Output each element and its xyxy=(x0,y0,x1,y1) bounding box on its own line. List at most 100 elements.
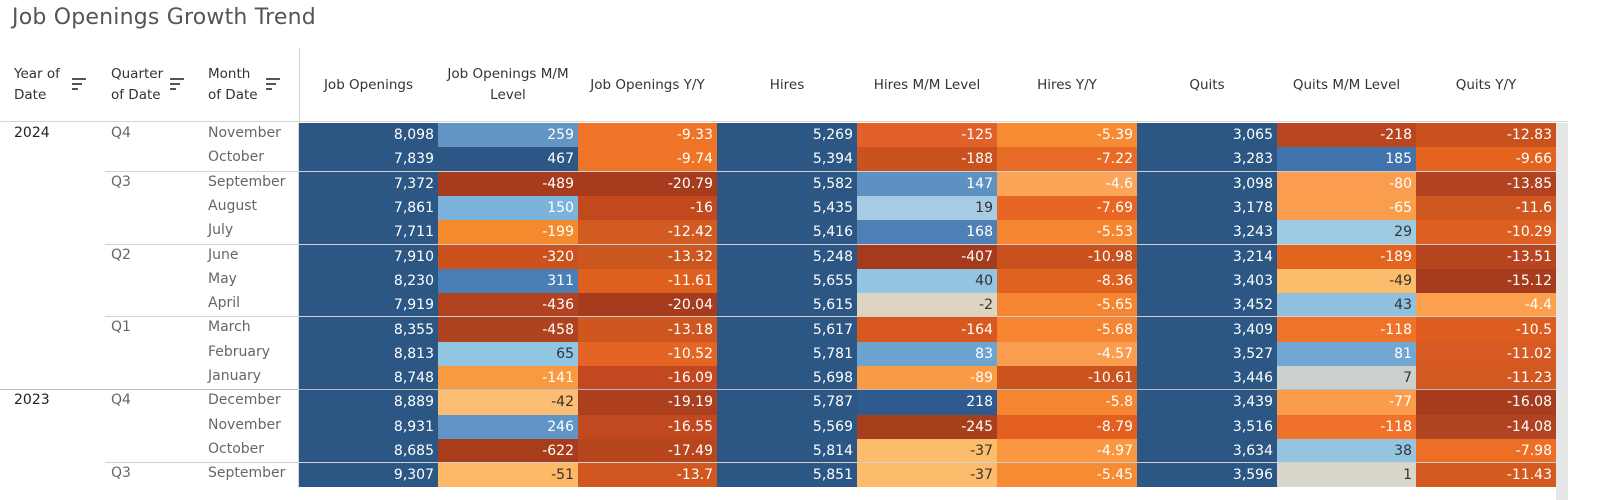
table-cell: -8.79 xyxy=(997,414,1137,439)
table-cell: -10.52 xyxy=(578,341,717,366)
quarter-label: Q4 xyxy=(111,392,131,409)
year-label: 2023 xyxy=(14,392,50,409)
month-label: May xyxy=(208,270,237,287)
table-cell: 5,569 xyxy=(717,414,857,439)
table-cell: -17.49 xyxy=(578,438,717,464)
month-label: November xyxy=(208,125,281,141)
table-cell: -188 xyxy=(857,147,997,172)
table-cell: -15.12 xyxy=(1416,268,1556,294)
table-cell: -11.6 xyxy=(1416,195,1556,221)
month-label: October xyxy=(208,440,265,457)
table-cell: -118 xyxy=(1277,414,1416,439)
table-cell: 5,698 xyxy=(717,366,857,391)
table-cell: -4.6 xyxy=(997,171,1137,196)
header-quits-mm[interactable]: Quits M/M Level xyxy=(1292,76,1401,93)
table-cell: -218 xyxy=(1277,123,1416,148)
table-cell: 5,781 xyxy=(717,341,857,366)
table-cell: 3,516 xyxy=(1137,414,1277,439)
quarter-label: Q3 xyxy=(111,465,131,482)
table-cell: -118 xyxy=(1277,317,1416,342)
table-cell: 3,178 xyxy=(1137,195,1277,221)
quarter-label: Q1 xyxy=(111,319,131,336)
table-cell: 5,655 xyxy=(717,268,857,294)
table-cell: -51 xyxy=(438,463,578,488)
table-cell: -80 xyxy=(1277,171,1416,196)
month-label: October xyxy=(208,149,265,166)
table-cell: -320 xyxy=(438,244,578,269)
table-cell: -77 xyxy=(1277,390,1416,415)
table-cell: 5,394 xyxy=(717,147,857,172)
month-label: January xyxy=(208,368,262,384)
table-cell: -4.57 xyxy=(997,341,1137,366)
table-cell: 29 xyxy=(1277,220,1416,245)
header-year[interactable]: Year of Date xyxy=(14,48,74,122)
table-cell: 40 xyxy=(857,268,997,294)
year-separator xyxy=(0,389,1556,391)
table-cell: 3,065 xyxy=(1137,123,1277,148)
table-cell: -7.69 xyxy=(997,195,1137,221)
table-cell: 7,372 xyxy=(299,171,438,196)
table-cell: -9.66 xyxy=(1416,147,1556,172)
table-cell: -89 xyxy=(857,366,997,391)
table-cell: -37 xyxy=(857,463,997,488)
table-cell: 3,596 xyxy=(1137,463,1277,488)
table-cell: -436 xyxy=(438,293,578,318)
table-cell: 38 xyxy=(1277,438,1416,464)
table-cell: -11.02 xyxy=(1416,341,1556,366)
table-cell: -458 xyxy=(438,317,578,342)
table-cell: -10.98 xyxy=(997,244,1137,269)
quarter-label: Q2 xyxy=(111,246,131,263)
table-cell: 3,243 xyxy=(1137,220,1277,245)
year-label: 2024 xyxy=(14,125,50,141)
header-quarter-label: Quarter of Date xyxy=(111,66,164,103)
table-cell: -20.79 xyxy=(578,171,717,196)
header-hires-yy[interactable]: Hires Y/Y xyxy=(1037,76,1097,93)
table-cell: -141 xyxy=(438,366,578,391)
table-cell: 5,615 xyxy=(717,293,857,318)
table-cell: 467 xyxy=(438,147,578,172)
sort-icon[interactable] xyxy=(170,78,184,90)
table-cell: -5.45 xyxy=(997,463,1137,488)
month-label: December xyxy=(208,392,281,409)
month-label: February xyxy=(208,343,271,360)
table-cell: 5,787 xyxy=(717,390,857,415)
table-cell: 7 xyxy=(1277,366,1416,391)
table-cell: 5,269 xyxy=(717,123,857,148)
month-label: September xyxy=(208,173,286,190)
table-cell: 5,617 xyxy=(717,317,857,342)
header-job-openings[interactable]: Job Openings xyxy=(323,76,414,93)
table-cell: -11.23 xyxy=(1416,366,1556,391)
table-cell: -19.19 xyxy=(578,390,717,415)
table-cell: 5,248 xyxy=(717,244,857,269)
table-cell: 8,685 xyxy=(299,438,438,464)
header-quits[interactable]: Quits xyxy=(1189,76,1225,93)
header-hires-mm[interactable]: Hires M/M Level xyxy=(873,76,981,93)
header-job-openings-yy[interactable]: Job Openings Y/Y xyxy=(590,76,705,93)
header-quarter[interactable]: Quarter of Date xyxy=(111,48,171,122)
table-cell: 185 xyxy=(1277,147,1416,172)
header-job-openings-mm[interactable]: Job Openings M/M Level xyxy=(447,66,569,103)
table-cell: -13.18 xyxy=(578,317,717,342)
table-cell: -20.04 xyxy=(578,293,717,318)
table-cell: -5.68 xyxy=(997,317,1137,342)
table-cell: -164 xyxy=(857,317,997,342)
sort-icon[interactable] xyxy=(266,78,280,90)
month-label: September xyxy=(208,465,286,482)
table-cell: 3,452 xyxy=(1137,293,1277,318)
header-year-label: Year of Date xyxy=(14,66,60,103)
table-cell: -622 xyxy=(438,438,578,464)
header-quits-yy[interactable]: Quits Y/Y xyxy=(1455,76,1517,93)
table-cell: -5.8 xyxy=(997,390,1137,415)
header-month[interactable]: Month of Date xyxy=(208,48,268,122)
table-cell: 5,814 xyxy=(717,438,857,464)
scrollbar[interactable] xyxy=(1556,123,1568,500)
month-label: November xyxy=(208,416,281,433)
month-label: April xyxy=(208,295,240,312)
table-cell: -13.85 xyxy=(1416,171,1556,196)
table-cell: 5,851 xyxy=(717,463,857,488)
table-cell: -489 xyxy=(438,171,578,196)
table-cell: 65 xyxy=(438,341,578,366)
header-hires[interactable]: Hires xyxy=(769,76,805,93)
sort-icon[interactable] xyxy=(72,78,86,90)
body-divider xyxy=(298,123,299,488)
